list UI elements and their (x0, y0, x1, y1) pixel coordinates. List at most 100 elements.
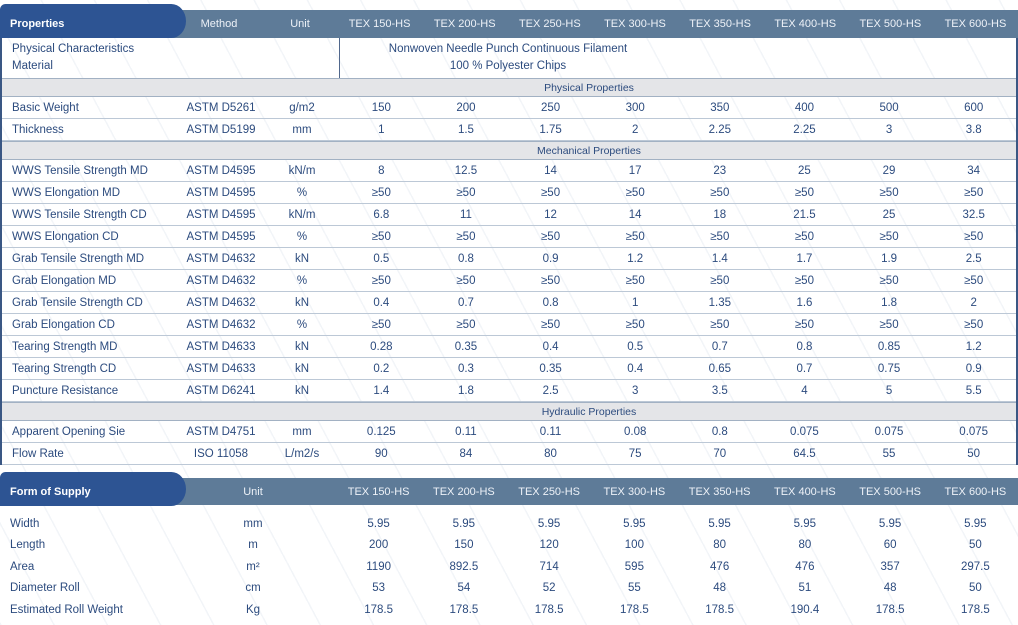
data-value: 1 (378, 123, 385, 136)
data-value: 75 (628, 447, 642, 460)
unit-value: kN (294, 252, 310, 265)
data-value: ≥50 (710, 274, 730, 287)
data-value: 2 (631, 123, 639, 136)
material-label-line2: Material (12, 60, 53, 72)
data-value: 0.85 (877, 340, 901, 353)
property-name: Length (10, 539, 46, 552)
data-value: 0.8 (711, 425, 728, 438)
property-name: WWS Elongation CD (12, 230, 119, 243)
data-value: 5.95 (964, 517, 987, 530)
supply-table-body: Width mm 5.95 5.95 5.95 5.95 5.95 5.95 5.95 5.95 L… (0, 507, 1018, 621)
data-value: 11 (459, 208, 472, 221)
table-row: Thickness ASTM D5199 mm 1 1.5 1.75 2 2.25 2.25 3 3… (2, 119, 1016, 141)
data-value: 70 (713, 447, 727, 460)
data-value: 1.2 (627, 252, 644, 265)
table-row: Grab Tensile Strength MD ASTM D4632 kN 0.5 0… (2, 248, 1016, 270)
material-value-line2: 100 % Polyester Chips (449, 60, 567, 72)
data-value: 90 (374, 447, 388, 460)
data-value: 8 (378, 164, 385, 177)
data-value: 21.5 (793, 208, 816, 221)
property-name: Puncture Resistance (12, 384, 119, 397)
unit-value: g/m2 (289, 101, 315, 114)
data-value: 55 (627, 582, 641, 595)
unit-value: kN (294, 384, 310, 397)
data-value: 2.5 (965, 252, 982, 265)
data-value: ≥50 (371, 186, 391, 199)
data-value: ≥50 (456, 274, 476, 287)
data-value: 6.8 (373, 208, 390, 221)
data-value: 14 (628, 208, 642, 221)
data-value: 0.28 (370, 340, 393, 353)
product-column-header: TEX 150-HS (347, 485, 410, 498)
data-value: 0.11 (455, 425, 477, 438)
data-value: 5.95 (708, 517, 731, 530)
data-value: 190.4 (790, 603, 820, 616)
data-value: 1190 (366, 560, 391, 573)
data-value: 0.5 (373, 252, 390, 265)
data-value: 0.2 (373, 362, 390, 375)
data-value: 595 (624, 560, 644, 573)
data-value: ≥50 (964, 230, 984, 243)
data-value: 0.35 (454, 340, 478, 353)
data-value: ≥50 (710, 186, 730, 199)
data-value: 2 (970, 296, 977, 309)
data-value: 25 (882, 208, 896, 221)
unit-value: kN/m (288, 164, 316, 177)
data-value: 200 (369, 539, 389, 552)
data-value: 0.8 (796, 340, 813, 353)
unit-value: kN (294, 362, 310, 375)
data-value: 500 (879, 101, 899, 114)
unit-value: % (296, 318, 308, 331)
data-value: 178.5 (534, 603, 564, 616)
section-title: Mechanical Properties (537, 144, 641, 157)
data-value: 3.5 (711, 384, 728, 397)
data-value: 84 (459, 447, 473, 460)
data-value: 5.95 (537, 517, 561, 530)
table-row: Grab Elongation CD ASTM D4632% ≥50 ≥50 ≥50 ≥5… (2, 314, 1016, 336)
data-value: 0.9 (542, 252, 559, 265)
method-value: ASTM D4595 (186, 230, 256, 243)
data-value: 100 (624, 539, 644, 552)
data-value: 50 (968, 539, 982, 552)
property-name: Tearing Strength CD (12, 362, 117, 375)
table-row: WWS Tensile Strength CD ASTM D4595 kN/m 6.8… (2, 204, 1016, 226)
method-value: ASTM D4595 (186, 164, 256, 177)
property-name: Apparent Opening Sie (12, 425, 126, 438)
product-column-header: TEX 600-HS (944, 485, 1007, 498)
data-value: ≥50 (879, 186, 899, 199)
data-value: 2.5 (542, 384, 559, 397)
data-value: 714 (539, 560, 559, 573)
data-value: 150 (454, 539, 474, 552)
property-name: Diameter Roll (10, 582, 80, 595)
data-value: 1 (631, 296, 639, 309)
product-column-header: TEX 250-HS (518, 17, 581, 30)
data-value: 178.5 (619, 603, 649, 616)
property-name: WWS Tensile Strength CD (12, 208, 147, 221)
data-value: 300 (625, 101, 645, 114)
table-row: Puncture Resistance ASTM D6241 kN 1.4 1.8 2.5… (2, 380, 1016, 402)
data-value: 1.35 (708, 296, 731, 309)
table-row: Length m 200 150 120 100 80 80 60 50 (0, 535, 1018, 557)
section-band: Physical Properties (2, 78, 1016, 97)
data-value: 17 (628, 164, 642, 177)
data-value: ≥50 (371, 274, 391, 287)
data-value: 48 (883, 582, 897, 595)
data-value: ≥50 (964, 318, 984, 331)
data-value: 23 (713, 164, 727, 177)
data-value: 1.4 (711, 252, 728, 265)
material-value-line1: Nonwoven Needle Punch Continuous Filamen… (388, 43, 628, 55)
data-value: ≥50 (710, 230, 730, 243)
unit-column-header: Unit (243, 485, 263, 498)
method-value: ASTM D4632 (186, 318, 256, 331)
product-column-header: TEX 500-HS (859, 17, 922, 30)
data-value: 0.5 (627, 340, 644, 353)
data-value: 5.95 (452, 517, 476, 530)
data-value: 12.5 (454, 164, 478, 177)
table-row: WWS Tensile Strength MD ASTM D4595 kN/m 8 12… (2, 160, 1016, 182)
method-value: ASTM D4633 (186, 362, 256, 375)
data-value: 0.3 (457, 362, 474, 375)
property-name: Grab Tensile Strength CD (12, 296, 143, 309)
data-value: 476 (795, 560, 815, 573)
product-column-header: TEX 150-HS (348, 17, 411, 30)
data-value: 250 (540, 101, 561, 114)
